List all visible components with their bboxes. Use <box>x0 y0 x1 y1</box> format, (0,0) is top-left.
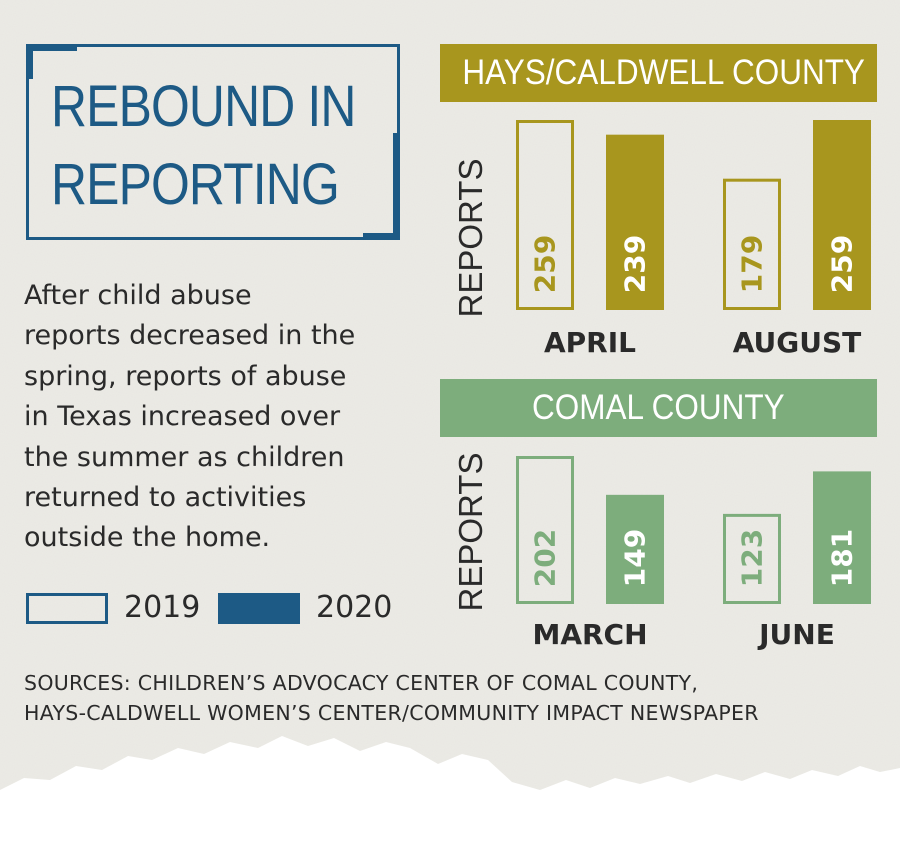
y-axis-label: REPORTS <box>452 453 489 612</box>
hays-chart-title: HAYS/CALDWELL COUNTY <box>440 44 877 102</box>
sources-line: SOURCES: CHILDREN’S ADVOCACY CENTER OF C… <box>24 671 699 695</box>
title-line-1: REBOUND IN <box>51 74 356 139</box>
title-box: REBOUND IN REPORTING <box>26 44 400 240</box>
y-axis-label: REPORTS <box>452 159 489 318</box>
data-label: 259 <box>529 235 562 293</box>
description-line: in Texas increased over <box>24 401 341 433</box>
data-label: 181 <box>826 529 859 587</box>
title-corner-accent <box>363 133 400 240</box>
description-line: the summer as children <box>24 441 345 473</box>
data-label: 202 <box>529 529 562 587</box>
bar-2019 <box>516 456 574 604</box>
bar-2020 <box>606 134 664 310</box>
description-line: spring, reports of abuse <box>24 360 347 392</box>
legend-label-2019: 2019 <box>124 590 201 625</box>
data-label: 239 <box>619 235 652 293</box>
description-line: outside the home. <box>24 522 271 554</box>
bar-2019 <box>723 178 781 310</box>
comal-chart-title: COMAL COUNTY <box>440 379 877 437</box>
sources-note: SOURCES: CHILDREN’S ADVOCACY CENTER OF C… <box>24 668 884 728</box>
bar-2019 <box>723 513 781 604</box>
bar-2020 <box>606 494 664 604</box>
title-line-2: REPORTING <box>51 152 340 217</box>
legend-swatch-2019 <box>26 593 108 624</box>
legend-label-2020: 2020 <box>316 590 393 625</box>
sources-line: HAYS-CALDWELL WOMEN’S CENTER/COMMUNITY I… <box>24 701 759 725</box>
bar-2020 <box>813 120 871 310</box>
data-label: 179 <box>736 235 769 293</box>
category-label: APRIL <box>544 326 636 359</box>
description-line: returned to activities <box>24 482 307 514</box>
bar-2020 <box>813 471 871 604</box>
category-label: MARCH <box>532 618 647 651</box>
data-label: 149 <box>619 529 652 587</box>
data-label: 123 <box>736 529 769 587</box>
legend-swatch-2020 <box>218 593 300 624</box>
description-line: After child abuse <box>24 280 252 311</box>
category-label: JUNE <box>757 618 835 651</box>
data-label: 259 <box>826 235 859 293</box>
description-line: reports decreased in the <box>24 320 356 352</box>
category-label: AUGUST <box>733 326 862 359</box>
description: After child abuse reports decreased in t… <box>24 276 424 559</box>
title-corner-accent <box>26 44 77 79</box>
bar-2019 <box>516 120 574 310</box>
